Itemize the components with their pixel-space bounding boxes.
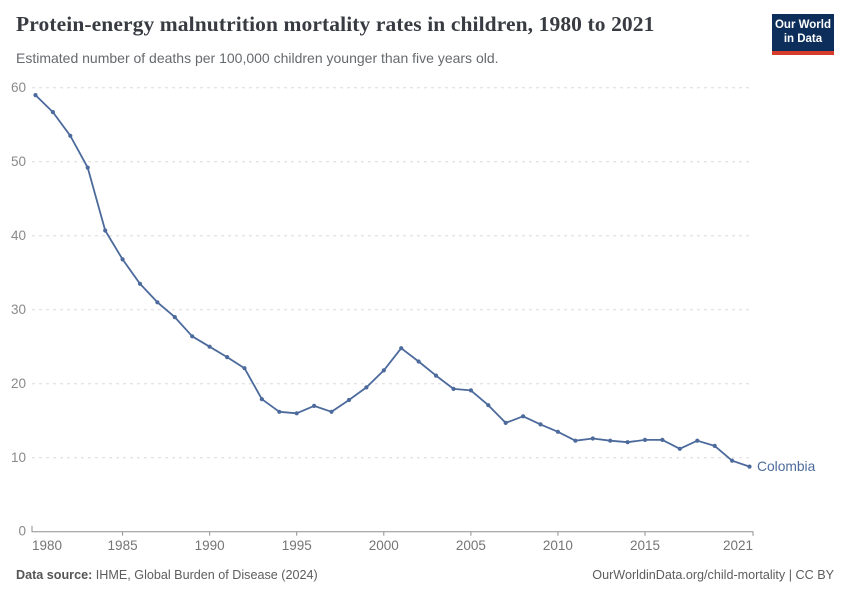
- data-point: [747, 464, 752, 469]
- y-axis-label: 10: [11, 450, 26, 465]
- x-axis-label: 1980: [32, 538, 62, 553]
- data-point: [68, 133, 73, 138]
- y-axis-label: 20: [11, 376, 26, 391]
- data-point: [207, 344, 212, 349]
- x-axis-label: 2010: [543, 538, 573, 553]
- x-axis-label: 2021: [723, 538, 753, 553]
- x-axis-label: 1995: [282, 538, 312, 553]
- data-point: [346, 397, 352, 403]
- data-point: [573, 438, 578, 443]
- data-point: [416, 359, 421, 364]
- chart-subtitle: Estimated number of deaths per 100,000 c…: [16, 50, 499, 66]
- data-point: [242, 366, 247, 371]
- data-point: [538, 422, 543, 427]
- data-point: [120, 257, 125, 262]
- data-point: [329, 409, 334, 414]
- y-axis-label: 30: [11, 302, 26, 317]
- credit-line: OurWorldinData.org/child-mortality | CC …: [592, 568, 834, 582]
- data-point: [730, 458, 735, 463]
- x-axis: [31, 525, 754, 536]
- data-point: [677, 446, 682, 451]
- data-point: [486, 403, 491, 408]
- data-point: [555, 429, 561, 434]
- data-point: [503, 420, 508, 425]
- x-axis-label: 2000: [369, 538, 399, 553]
- data-point: [364, 385, 369, 390]
- data-point: [433, 373, 439, 378]
- data-point: [468, 388, 473, 393]
- x-axis-label: 1985: [108, 538, 138, 553]
- data-point: [312, 403, 317, 408]
- data-point: [137, 281, 143, 286]
- data-point: [50, 110, 56, 115]
- data-point: [712, 443, 717, 448]
- data-point: [33, 93, 38, 98]
- y-axis-label: 0: [18, 524, 26, 539]
- colombia-series-line: [34, 94, 751, 468]
- line-chart: 0 10 20 30 40 50 60 1980 1985 1990 1995 2000 2005 201…: [11, 80, 816, 553]
- data-point: [103, 228, 108, 233]
- owid-logo: Our World in Data: [772, 14, 834, 55]
- y-axis-label: 40: [11, 228, 26, 243]
- data-source: Data source: IHME, Global Burden of Dise…: [16, 568, 318, 582]
- data-point: [608, 438, 613, 443]
- page-title: Protein-energy malnutrition mortality ra…: [16, 12, 655, 36]
- y-axis-label: 60: [11, 80, 26, 95]
- data-point: [85, 165, 90, 170]
- data-point: [172, 315, 177, 320]
- data-point: [399, 346, 404, 351]
- data-point: [381, 368, 386, 373]
- data-point: [155, 300, 160, 305]
- data-point: [451, 386, 456, 391]
- data-point: [225, 355, 230, 360]
- x-axis-label: 2005: [456, 538, 486, 553]
- data-source-text: IHME, Global Burden of Disease (2024): [92, 568, 318, 582]
- data-source-label: Data source:: [16, 568, 93, 582]
- data-point: [190, 334, 195, 339]
- data-point: [259, 397, 264, 402]
- data-point: [277, 409, 282, 414]
- owid-logo-line1: Our World: [774, 19, 831, 32]
- x-axis-label: 1990: [195, 538, 225, 553]
- series-end-label: Colombia: [757, 459, 816, 474]
- owid-logo-line2: in Data: [783, 32, 823, 45]
- data-point: [625, 440, 630, 445]
- data-point: [294, 411, 299, 416]
- x-axis-label: 2015: [630, 538, 660, 553]
- data-point: [660, 437, 665, 442]
- chart-footer: Data source: IHME, Global Burden of Dise…: [16, 568, 834, 582]
- owid-logo-text: Our World in Data: [775, 19, 831, 45]
- data-point: [642, 437, 648, 442]
- data-point: [590, 436, 595, 441]
- data-point: [695, 438, 700, 443]
- data-point: [521, 414, 526, 419]
- y-axis-label: 50: [11, 154, 26, 169]
